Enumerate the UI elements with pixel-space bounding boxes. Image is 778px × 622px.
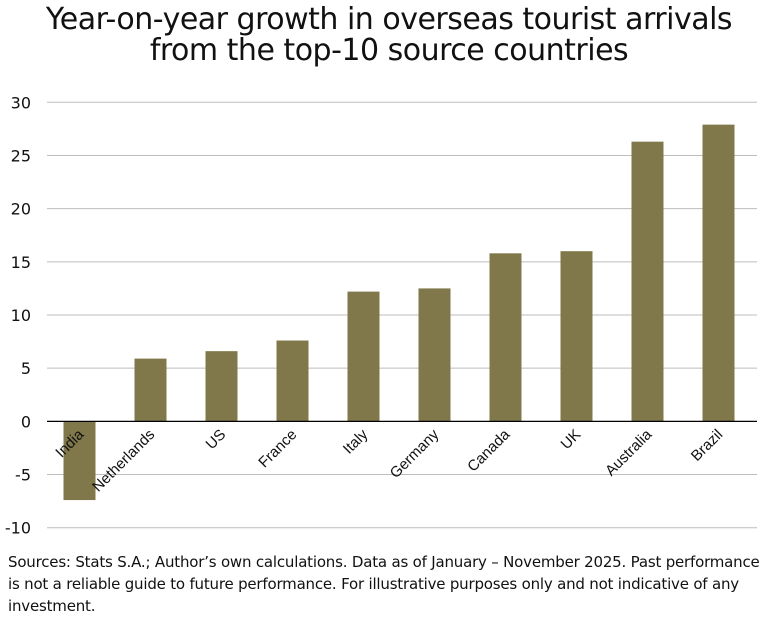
bar-brazil (702, 124, 735, 422)
bar-netherlands (134, 358, 167, 422)
x-tick-label: Netherlands (89, 426, 158, 495)
y-tick-label: 30 (11, 93, 31, 112)
chart-title: Year-on-year growth in overseas tourist … (0, 4, 778, 66)
x-tick-label: Germany (387, 426, 443, 482)
bar-italy (347, 291, 380, 422)
bar-france (276, 340, 309, 422)
x-tick-label: Brazil (688, 426, 727, 465)
y-tick-label: 20 (11, 200, 31, 219)
y-tick-label: 25 (11, 146, 31, 165)
y-tick-label: 0 (21, 412, 31, 431)
x-tick-label: UK (558, 426, 585, 453)
x-tick-label: US (203, 426, 230, 453)
title-line-2: from the top-10 source countries (149, 33, 629, 68)
x-tick-label: Canada (464, 426, 514, 476)
y-tick-label: 5 (21, 359, 31, 378)
title-line-1: Year-on-year growth in overseas tourist … (45, 2, 733, 37)
bar-uk (560, 251, 593, 422)
bar-germany (418, 288, 451, 422)
y-tick-label: -5 (15, 466, 31, 485)
x-tick-label: Italy (340, 426, 372, 458)
x-tick-label: France (255, 426, 300, 471)
y-tick-label: 15 (11, 253, 31, 272)
bar-australia (631, 141, 664, 422)
y-tick-label: 10 (11, 306, 31, 325)
bar-canada (489, 253, 522, 422)
y-tick-label: -10 (5, 519, 31, 538)
source-note: Sources: Stats S.A.; Author’s own calcul… (8, 553, 760, 615)
bar-india (63, 421, 96, 501)
x-tick-label: Australia (602, 426, 656, 480)
bar-us (205, 351, 238, 422)
